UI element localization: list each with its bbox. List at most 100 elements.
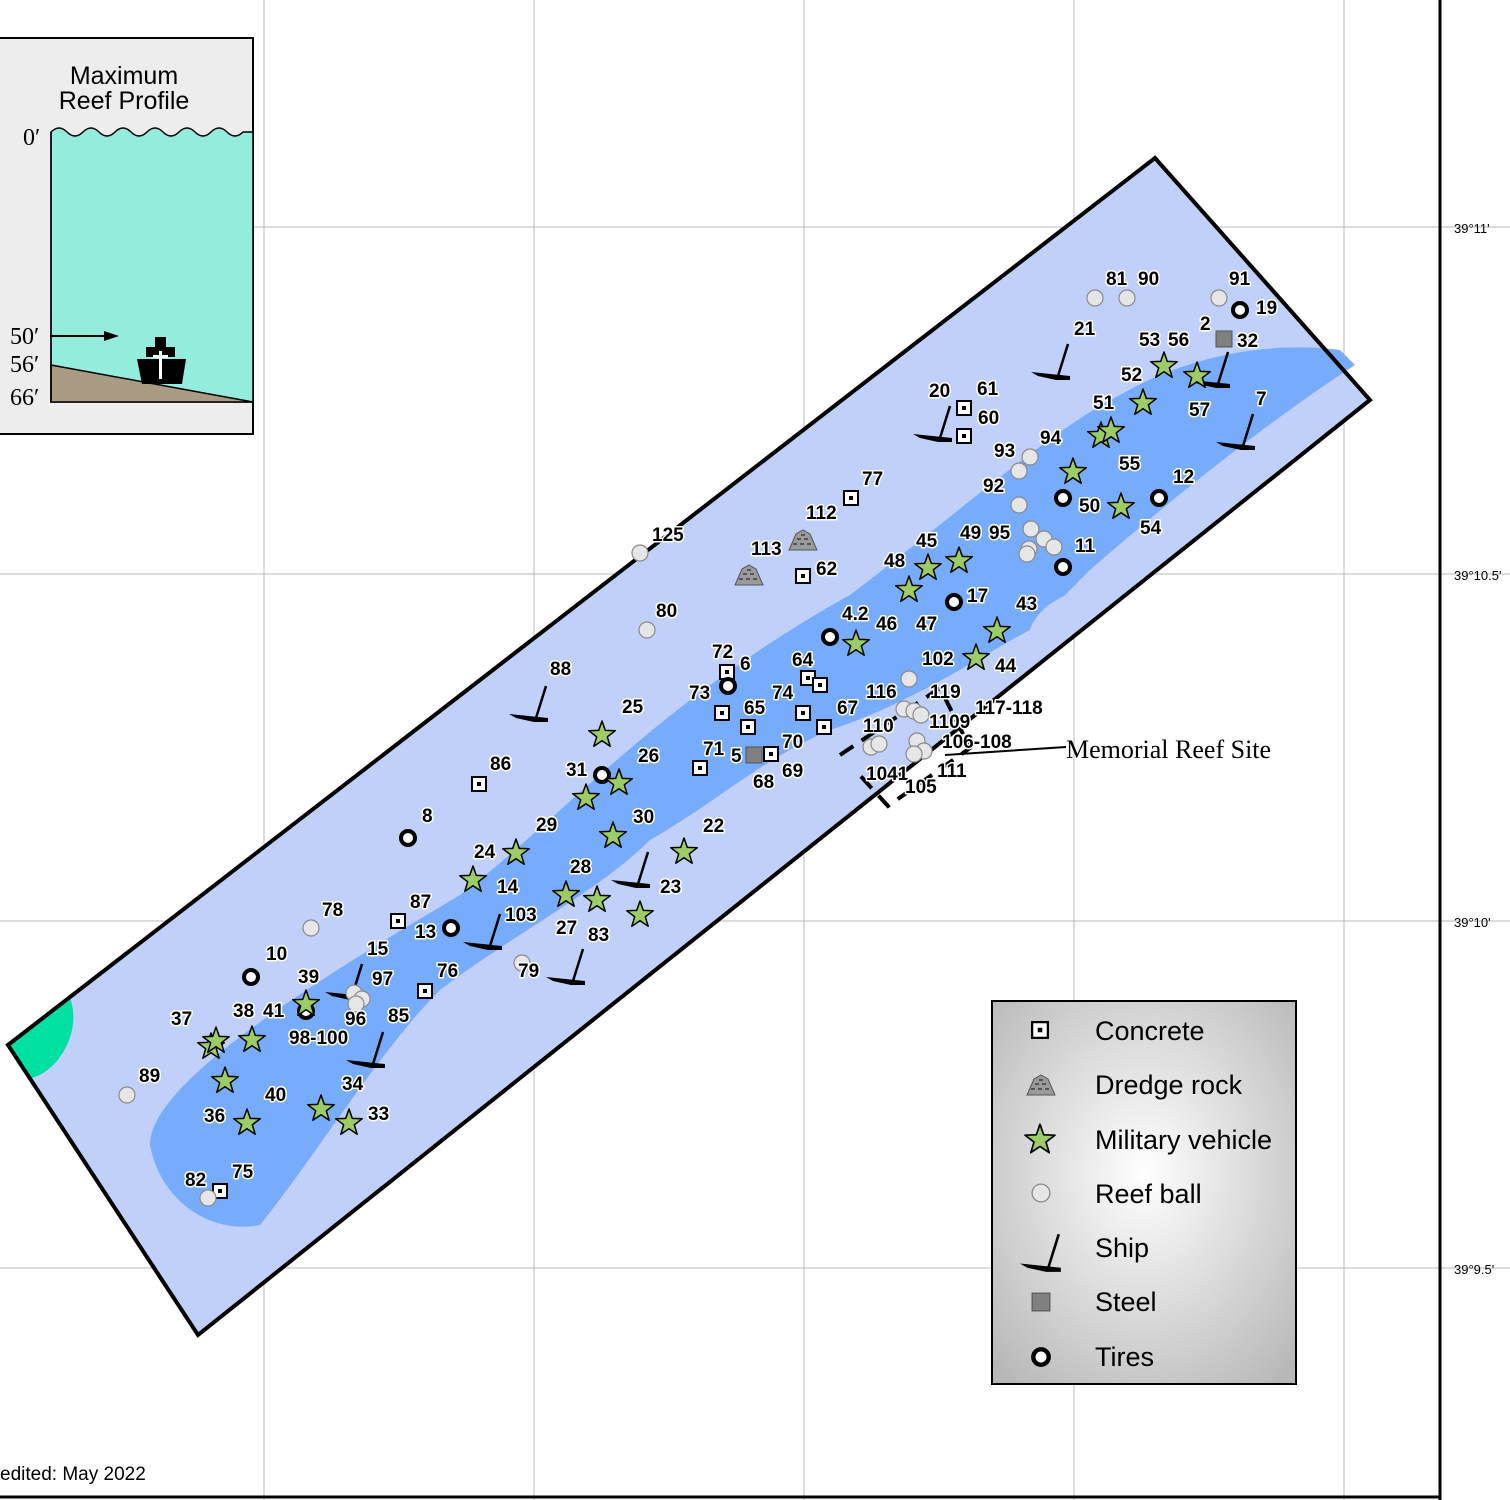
reef-ball-95e xyxy=(1018,545,1036,563)
site-label: 80 xyxy=(656,601,677,622)
site-label: 2 xyxy=(1200,314,1211,335)
concrete-64b xyxy=(812,677,828,693)
tires-13 xyxy=(442,919,460,937)
legend-item-label: Dredge rock xyxy=(1095,1070,1243,1100)
site-label: 105 xyxy=(905,777,937,798)
reef-ball-95a xyxy=(1022,520,1040,538)
site-label: 79 xyxy=(518,961,539,982)
site-label: 86 xyxy=(490,754,511,775)
site-label: 27 xyxy=(556,918,577,939)
site-label: 125 xyxy=(652,525,684,546)
site-label: 119 xyxy=(930,682,961,703)
site-label: 52 xyxy=(1121,365,1142,386)
reef-ball-icon xyxy=(1031,1183,1051,1203)
site-label: 29 xyxy=(536,815,557,836)
site-label: 61 xyxy=(977,379,999,400)
site-label: 25 xyxy=(622,697,644,718)
site-label: 93 xyxy=(994,441,1015,462)
site-label: 5 xyxy=(731,746,742,767)
site-label: 21 xyxy=(1074,319,1096,340)
site-label: 112 xyxy=(806,503,837,524)
site-label: 51 xyxy=(1093,393,1115,414)
site-label: 55 xyxy=(1119,454,1141,475)
reef-ball-90 xyxy=(1118,289,1136,307)
inset-ship-icon xyxy=(137,337,186,384)
concrete-69 xyxy=(763,746,779,762)
tires-12 xyxy=(1150,489,1168,507)
site-label: 94 xyxy=(1040,428,1062,449)
site-label: 106-108 xyxy=(942,732,1012,753)
site-label: 67 xyxy=(837,698,858,719)
site-label: 65 xyxy=(744,698,766,719)
site-label: 81 xyxy=(1106,269,1128,290)
site-label: 49 xyxy=(960,523,981,544)
site-label: 4.2 xyxy=(842,604,868,625)
site-label: 31 xyxy=(566,760,588,781)
reef-ball-92 xyxy=(1010,496,1028,514)
tires-19 xyxy=(1231,301,1249,319)
site-label: 111 xyxy=(937,761,967,782)
steel-5 xyxy=(745,746,763,764)
site-label: 46 xyxy=(876,614,897,635)
legend-item-label: Reef ball xyxy=(1095,1179,1202,1209)
site-label: 19 xyxy=(1256,298,1277,319)
site-label: 1041 xyxy=(866,764,909,785)
site-label: 54 xyxy=(1140,518,1162,539)
site-label: 40 xyxy=(265,1085,286,1106)
site-label: 1109 xyxy=(929,712,970,733)
site-label: 78 xyxy=(322,900,343,921)
reef-deep-zone xyxy=(150,347,1355,1227)
concrete-76 xyxy=(417,983,433,999)
inset-depth-label: 56′ xyxy=(10,352,39,378)
reef-ball-116a xyxy=(900,670,918,688)
site-label: 103 xyxy=(505,905,537,926)
site-labels: 81 90 91 19 2 32 21 53 56 52 57 7 20 61 … xyxy=(138,268,1279,1193)
corner-patch xyxy=(10,998,74,1078)
site-label: 60 xyxy=(978,408,999,429)
legend-item-label: Concrete xyxy=(1095,1016,1205,1046)
site-label: 20 xyxy=(929,381,950,402)
site-label: 116 xyxy=(866,682,897,703)
tires-8 xyxy=(399,829,417,847)
site-label: 117-118 xyxy=(975,698,1043,719)
site-label: 92 xyxy=(983,476,1004,497)
site-label: 37 xyxy=(171,1009,192,1030)
concrete-67 xyxy=(816,719,832,735)
concrete-73 xyxy=(714,705,730,721)
site-label: 17 xyxy=(967,586,988,607)
reef-ball-93 xyxy=(1010,462,1028,480)
site-label: 53 xyxy=(1139,330,1160,351)
site-label: 56 xyxy=(1168,330,1189,351)
site-label: 6 xyxy=(740,654,751,675)
memorial-reef-label: Memorial Reef Site xyxy=(1066,735,1271,764)
legend-item-label: Ship xyxy=(1095,1233,1149,1263)
latitude-label: 39°11' xyxy=(1454,221,1490,236)
tires-11 xyxy=(1054,558,1072,576)
reef-ball-80 xyxy=(638,621,656,639)
site-label: 8 xyxy=(422,806,433,827)
inset-title-line2: Reef Profile xyxy=(59,87,190,115)
site-label: 10 xyxy=(266,944,287,965)
site-label: 38 xyxy=(233,1001,254,1022)
reef-ball-82 xyxy=(199,1189,217,1207)
site-label: 90 xyxy=(1138,269,1159,290)
site-label: 74 xyxy=(772,683,794,704)
site-label: 14 xyxy=(497,877,519,898)
legend-item-label: Military vehicle xyxy=(1095,1125,1272,1155)
memorial-leader-line xyxy=(944,746,1067,756)
site-label: 64 xyxy=(792,650,814,671)
tires-50 xyxy=(1054,489,1072,507)
site-label: 77 xyxy=(862,469,883,490)
reef-ball-106c xyxy=(905,745,923,763)
inset-depth-label: 0′ xyxy=(23,125,40,151)
tires-4.2 xyxy=(821,628,839,646)
concrete-86 xyxy=(471,776,487,792)
site-label: 28 xyxy=(570,857,591,878)
site-label: 23 xyxy=(660,877,681,898)
reef-ball-89 xyxy=(118,1086,136,1104)
site-label: 73 xyxy=(689,683,710,704)
site-label: 68 xyxy=(753,772,774,793)
reef-boundary xyxy=(5,155,1373,1338)
site-label: 15 xyxy=(367,939,389,960)
